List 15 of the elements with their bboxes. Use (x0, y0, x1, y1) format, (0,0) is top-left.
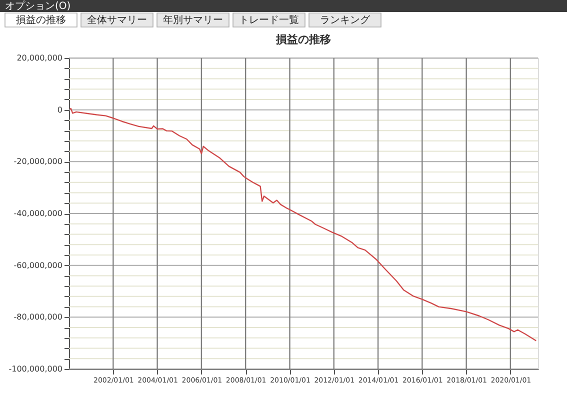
text: トレード一覧 (239, 15, 299, 26)
y-tick-label: -100,000,000 (8, 364, 62, 374)
y-tick-label: -40,000,000 (14, 209, 62, 218)
y-tick-label: 20,000,000 (16, 54, 62, 62)
text: オプション(O) (5, 0, 71, 12)
text: 年別サマリー (163, 14, 223, 26)
chart-title: 損益の推移 (275, 33, 331, 46)
text: 全体サマリー (87, 14, 147, 26)
y-tick-label: 0 (57, 105, 62, 114)
y-tick-label: -60,000,000 (14, 260, 62, 270)
text: 損益の推移 (16, 14, 66, 26)
text: ランキング (320, 15, 371, 26)
y-tick-label: -20,000,000 (14, 157, 62, 166)
line-series (69, 108, 537, 342)
y-tick-label: -80,000,000 (14, 312, 62, 322)
